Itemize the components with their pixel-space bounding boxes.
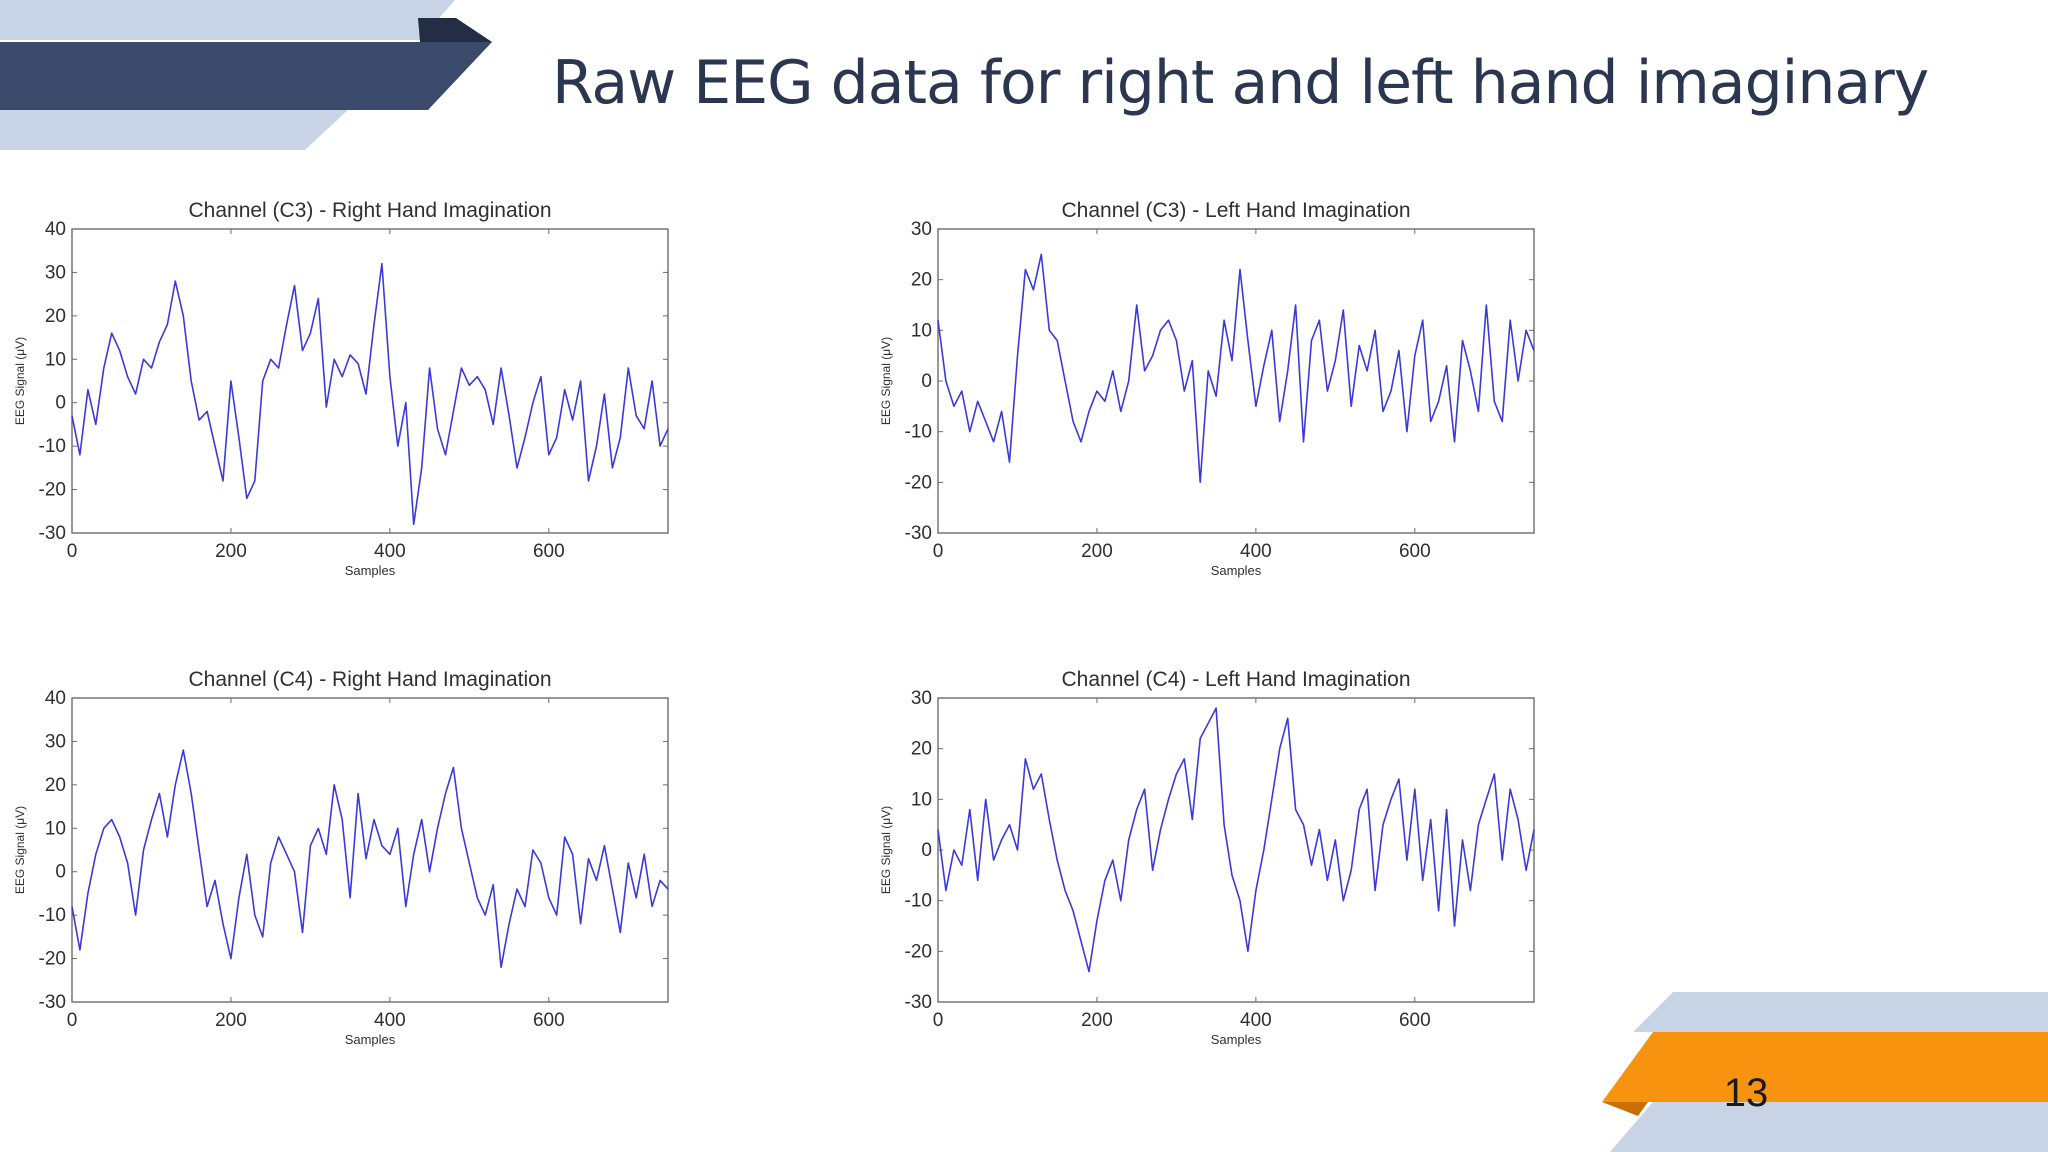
y-tick-label: 10 <box>45 349 66 370</box>
x-tick-label: 200 <box>215 541 247 562</box>
y-tick-label: 30 <box>45 262 66 283</box>
y-tick-label: -20 <box>39 480 66 501</box>
y-tick-label: -30 <box>905 523 932 544</box>
chart-c3-right-hand: Channel (C3) - Right Hand Imagination 40 3… <box>6 193 746 663</box>
y-tick-label: 10 <box>911 789 932 810</box>
light-blue-band-top <box>0 0 455 40</box>
y-tick-label: -20 <box>905 941 932 962</box>
x-tick-label: 200 <box>1081 1010 1113 1031</box>
signal-line <box>937 707 1535 973</box>
y-tick-label: 20 <box>911 739 932 760</box>
x-tick-label: 600 <box>1399 541 1431 562</box>
y-tick-label: 0 <box>921 840 932 861</box>
y-tick-label: 20 <box>911 270 932 291</box>
y-tick-label: -20 <box>905 472 932 493</box>
chart-title: Channel (C3) - Right Hand Imagination <box>188 199 551 222</box>
y-axis-label: EEG Signal (μV) <box>13 806 27 894</box>
x-tick-label: 400 <box>374 541 406 562</box>
signal-line <box>71 749 669 969</box>
y-tick-label: 10 <box>911 320 932 341</box>
chart-c4-right-hand: Channel (C4) - Right Hand Imagination 40 3… <box>6 662 746 1132</box>
chart-svg: Channel (C3) - Left Hand Imagination 30 20… <box>879 199 1535 578</box>
light-blue-band-lower <box>1610 1102 2048 1152</box>
orange-band <box>1602 1032 2048 1102</box>
x-tick-label: 0 <box>67 1010 78 1031</box>
x-tick-label: 600 <box>533 541 565 562</box>
y-tick-label: -30 <box>39 523 66 544</box>
plot-frame <box>71 228 669 534</box>
signal-line <box>937 253 1535 484</box>
y-tick-label: 20 <box>45 775 66 796</box>
y-tick-label: -10 <box>39 436 66 457</box>
x-tick-label: 0 <box>67 541 78 562</box>
x-axis-label: Samples <box>1211 563 1262 578</box>
chart-title: Channel (C4) - Left Hand Imagination <box>1061 668 1410 691</box>
signal-line <box>71 262 669 526</box>
y-tick-label: 20 <box>45 306 66 327</box>
chart-svg: Channel (C4) - Left Hand Imagination 30 20… <box>879 668 1535 1047</box>
light-blue-band-bottom <box>0 108 350 150</box>
page-number: 13 <box>1723 1071 1769 1115</box>
chart-svg: Channel (C3) - Right Hand Imagination 40 3… <box>13 199 669 578</box>
x-axis-label: Samples <box>345 1032 396 1047</box>
chart-title: Channel (C4) - Right Hand Imagination <box>188 668 551 691</box>
y-tick-label: -30 <box>39 992 66 1013</box>
y-tick-label: 40 <box>45 219 66 240</box>
y-tick-label: 30 <box>45 731 66 752</box>
y-tick-label: 0 <box>921 371 932 392</box>
dark-orange-fold <box>1602 1102 1648 1116</box>
dark-navy-tip <box>418 18 492 42</box>
y-tick-label: 10 <box>45 818 66 839</box>
chart-c3-left-hand: Channel (C3) - Left Hand Imagination 30 20… <box>872 193 1612 663</box>
navy-band <box>0 42 492 110</box>
footer-decoration <box>1602 992 2048 1152</box>
x-axis-label: Samples <box>1211 1032 1262 1047</box>
y-tick-label: 40 <box>45 688 66 709</box>
chart-svg: Channel (C4) - Right Hand Imagination 40 3… <box>13 668 669 1047</box>
y-tick-label: -30 <box>905 992 932 1013</box>
plot-frame <box>71 697 669 1003</box>
x-tick-label: 0 <box>933 1010 944 1031</box>
chart-title: Channel (C3) - Left Hand Imagination <box>1061 199 1410 222</box>
y-tick-label: -10 <box>39 905 66 926</box>
y-axis-label: EEG Signal (μV) <box>879 337 893 425</box>
x-tick-label: 200 <box>215 1010 247 1031</box>
x-tick-label: 600 <box>1399 1010 1431 1031</box>
y-tick-label: 0 <box>55 393 66 414</box>
slide-title: Raw EEG data for right and left hand ima… <box>552 48 1929 118</box>
x-tick-label: 600 <box>533 1010 565 1031</box>
x-tick-label: 200 <box>1081 541 1113 562</box>
x-tick-label: 0 <box>933 541 944 562</box>
x-tick-label: 400 <box>374 1010 406 1031</box>
y-axis-label: EEG Signal (μV) <box>13 337 27 425</box>
y-tick-label: -20 <box>39 949 66 970</box>
y-tick-label: 0 <box>55 862 66 883</box>
y-axis-label: EEG Signal (μV) <box>879 806 893 894</box>
chart-c4-left-hand: Channel (C4) - Left Hand Imagination 30 20… <box>872 662 1612 1132</box>
plot-frame <box>937 228 1535 534</box>
y-tick-label: -10 <box>905 422 932 443</box>
light-blue-band-upper <box>1633 992 2048 1032</box>
header-decoration <box>0 0 492 150</box>
y-tick-label: -10 <box>905 891 932 912</box>
x-axis-label: Samples <box>345 563 396 578</box>
y-tick-label: 30 <box>911 688 932 709</box>
x-tick-label: 400 <box>1240 541 1272 562</box>
x-tick-label: 400 <box>1240 1010 1272 1031</box>
plot-frame <box>937 697 1535 1003</box>
y-tick-label: 30 <box>911 219 932 240</box>
